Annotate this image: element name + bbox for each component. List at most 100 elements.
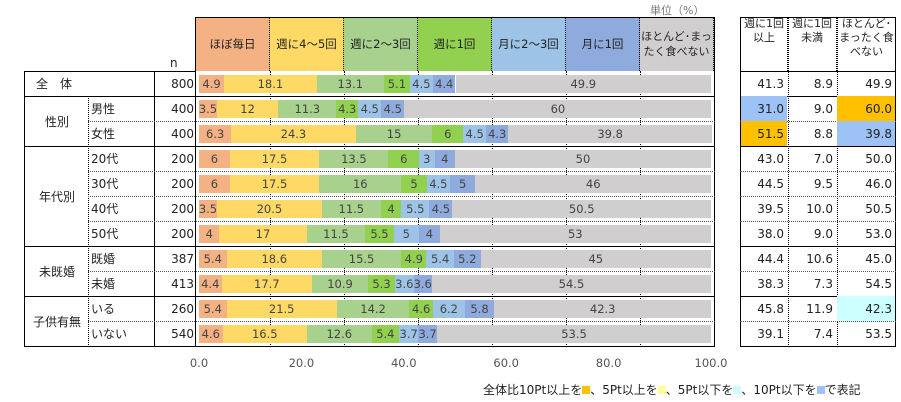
n-header: n [170,56,178,70]
row-divider [88,321,715,322]
legend-suffix: で表記 [824,383,861,397]
bar-segment: 4 [199,225,220,243]
bar-segment: 13.5 [319,150,389,168]
row-divider [24,246,715,247]
legend-note: 全体比10Pt以上を 、5Pt以上を 、5Pt以下を 、10Pt以下を で表記 [483,381,861,398]
bar-segment: 6 [388,150,420,168]
summary-value: 10.6 [806,251,833,266]
row-divider [740,196,896,197]
bar-segment: 5.4 [199,300,227,318]
summary-value: 44.4 [757,251,784,266]
table-row: いない 540 4.6 16.5 12.6 5.4 3.7 3.7 53.5 39.1 7.4 53.… [0,321,901,346]
table-row: 20代 200 6 17.5 13.5 6 3 4 50 43.0 7.0 50.0 [0,146,901,171]
row-n: 800 [171,76,194,91]
bar-segment: 5.4 [199,250,227,268]
bar-segment: 11.5 [306,225,366,243]
bar-segment: 4.5 [381,100,405,118]
bar-segment: 5.4 [426,250,454,268]
row-divider [740,271,896,272]
bar-segment: 6.2 [432,300,465,318]
row-divider [88,221,715,222]
summary-value: 7.4 [813,326,833,341]
bar-segment: 14.2 [336,300,410,318]
bar-segment: 60 [404,100,712,118]
bar-segment: 53.5 [437,325,711,343]
bar-segment: 4.5 [358,100,382,118]
row-divider [740,171,896,172]
n-col-divider [154,71,155,347]
row-label: 既婚 [91,252,116,266]
group-label: 未既婚 [38,264,75,279]
table-row: いる 260 5.4 21.5 14.2 4.6 6.2 5.8 42.3 45.8 11.9 42.… [0,296,901,321]
bar-segment: 4.4 [199,275,222,293]
summary-value: 7.3 [813,276,833,291]
bar-segment: 5 [393,225,420,243]
summary-value: 45.0 [865,251,892,266]
summary-value: 51.5 [741,121,787,146]
row-divider [740,146,896,147]
summary-value: 42.3 [837,296,895,321]
bar-segment: 39.8 [508,125,712,143]
bar-segment: 4.9 [199,75,225,93]
table-row: 男性 400 3.5 12 11.3 4.3 4.5 4.5 60 31.0 9.0 60.0 [0,96,901,121]
bar-segment: 4.5 [429,200,453,218]
bar-segment: 5.8 [464,300,495,318]
summary-value: 8.9 [813,76,833,91]
bar-segment: 42.3 [494,300,711,318]
x-tick-label: 20.0 [288,356,315,370]
row-n: 387 [171,251,194,266]
n-divider [195,71,196,347]
table-row: 40代 200 3.5 20.5 11.5 4 5.5 4.5 50.5 39.5 10.0 50.5 [0,196,901,221]
row-n: 200 [171,201,194,216]
bar-segment: 4.3 [486,125,509,143]
table-row: 50代 200 4 17 11.5 5.5 5 4 53 38.0 9.0 53.0 [0,221,901,246]
bar-segment: 17.7 [221,275,313,293]
row-n: 200 [171,226,194,241]
summary-value: 38.0 [757,226,784,241]
legend-p3: 、5Pt以下を [665,383,734,397]
table-divider [837,17,838,347]
legend-header-6: ほとんど･まったく食べない [640,17,714,71]
row-divider [88,121,715,122]
summary-value: 50.0 [865,151,892,166]
bar-segment: 3.5 [198,200,218,218]
x-tick-label: 80.0 [595,356,622,370]
bar-segment: 4.5 [409,75,433,93]
table-row: 未婚 413 4.4 17.7 10.9 5.3 3.6 3.6 54.5 38.3 7.3 54.5 [0,271,901,296]
legend-header-3: 週に1回 [418,17,492,71]
bar-segment: 18.6 [226,250,322,268]
x-tick-label: 60.0 [493,356,519,370]
bar-segment: 15.5 [321,250,402,268]
row-label: 40代 [91,202,119,216]
row-n: 413 [171,276,194,291]
bar-segment: 3 [419,150,435,168]
bar-segment: 5.5 [401,200,430,218]
summary-value: 53.5 [865,326,892,341]
table-row: 女性 400 6.3 24.3 15 6 4.5 4.3 39.8 51.5 8.8 39.8 [0,121,901,146]
row-divider [740,321,896,322]
bar-segment: 4.3 [336,100,359,118]
row-divider [740,296,896,297]
legend-swatch-minus10 [816,386,825,394]
bar-segment: 17.5 [229,175,320,193]
summary-value: 54.5 [865,276,892,291]
x-tick-label: 40.0 [390,356,417,370]
unit-label: 単位（%） [650,4,705,17]
row-divider [88,271,715,272]
bar-segment: 24.3 [231,125,356,143]
summary-value: 43.0 [757,151,784,166]
row-divider [24,96,715,97]
bar-segment: 3.5 [198,100,218,118]
legend-p4: 、10Pt以下を [741,383,817,397]
bar-segment: 54.5 [431,275,711,293]
row-n: 260 [171,301,194,316]
summary-value: 39.5 [757,201,784,216]
bar-segment: 50 [455,150,711,168]
row-divider [24,296,715,297]
summary-value: 46.0 [865,176,892,191]
group-label: 年代別 [38,189,75,204]
summary-value: 50.5 [865,201,892,216]
bar-segment: 16 [319,175,402,193]
table-row: 30代 200 6 17.5 16 5 4.5 5 46 44.5 9.5 46.0 [0,171,901,196]
summary-value: 49.9 [865,76,892,91]
